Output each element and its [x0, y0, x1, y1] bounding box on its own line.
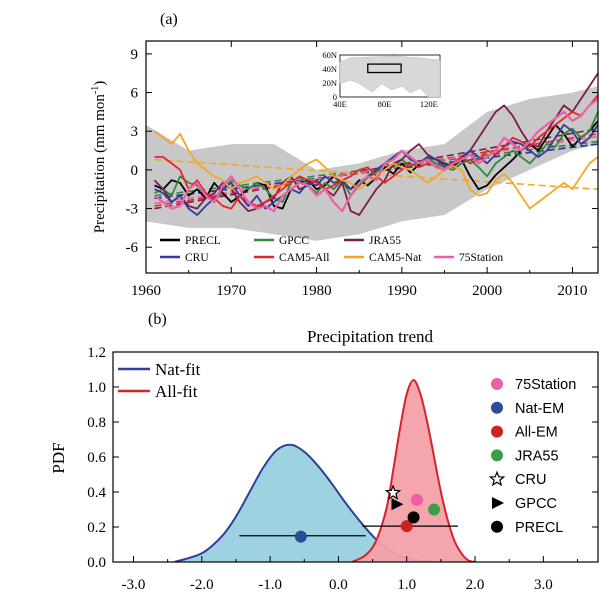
y-tick-label: 0.0 — [87, 555, 106, 571]
legend-label-gpcc: GPCC — [279, 235, 309, 247]
panel-a-axes-frame — [145, 40, 599, 274]
panel-b-label: (b) — [148, 311, 167, 328]
legend-label-75station: 75Station — [459, 252, 503, 264]
legend-marker-precl — [491, 520, 503, 533]
legend-marker-all-em — [491, 425, 503, 438]
legend-marker-gpcc — [492, 497, 504, 509]
x-tick-label: 2000 — [472, 283, 502, 299]
legend-marker-75station — [491, 378, 503, 390]
x-tick-label: -1.0 — [258, 577, 282, 593]
x-tick-label: 1.0 — [397, 577, 416, 593]
panel-a-legend: PRECL GPCC JRA55 CRU CAM5-All CAM5-Nat 75Stati… — [160, 235, 503, 264]
inset-lat-label: 60N — [322, 50, 337, 60]
y-tick-label: 3 — [131, 124, 139, 140]
panel-b-curve-legend: Nat-fit All-fit — [118, 360, 201, 401]
trend-line-cam5-nat — [154, 158, 598, 191]
legend-label-all-em: All-EM — [515, 425, 558, 441]
data-point-75station — [410, 493, 423, 506]
x-tick-label: 2.0 — [466, 577, 485, 593]
panel-b-y-axis-label: PDF — [49, 442, 68, 473]
panel-a-series-layer — [153, 72, 598, 216]
panel-a-label: (a) — [160, 11, 178, 28]
trend-line-jra55 — [154, 127, 598, 210]
y-tick-label: 0 — [131, 163, 139, 179]
model-spread-envelope — [146, 86, 598, 241]
y-tick-label: 0.8 — [87, 415, 106, 431]
y-tick-label: 1.0 — [87, 380, 106, 396]
data-point-precl — [407, 511, 420, 524]
panel-b-title: Precipitation trend — [307, 327, 434, 346]
ylabel-close: ) — [92, 81, 108, 86]
x-tick-label: 2010 — [557, 283, 587, 299]
x-tick-label: -3.0 — [122, 577, 146, 593]
x-tick-label: 0.0 — [329, 577, 348, 593]
legend-label-nat-fit: Nat-fit — [155, 360, 201, 379]
y-tick-label: 0.2 — [87, 520, 106, 536]
panel-b-curves-layer — [174, 378, 476, 562]
legend-label-nat-em: Nat-EM — [515, 401, 564, 417]
all-fit-area — [352, 380, 475, 562]
y-tick-label: -3 — [126, 202, 139, 218]
y-tick-label: -6 — [126, 240, 139, 256]
y-tick-label: 0.6 — [87, 450, 106, 466]
legend-label-cru: CRU — [515, 472, 546, 488]
legend-marker-nat-em — [491, 401, 503, 414]
y-tick-label: 0.4 — [87, 485, 106, 501]
legend-label-all-fit: All-fit — [155, 382, 198, 401]
x-tick-label: 1970 — [216, 283, 246, 299]
x-tick-label: 1990 — [387, 283, 417, 299]
data-point-gpcc — [391, 498, 404, 511]
series-line-cam5-nat — [153, 130, 598, 210]
y-tick-label: 9 — [131, 47, 139, 63]
panel-b-marker-legend: 75Station Nat-EM All-EM JRA55 CRU GPCC PRECL — [488, 377, 576, 536]
inset-lat-label: 0 — [333, 92, 337, 102]
legend-label-precl: PRECL — [515, 520, 563, 536]
inset-lon-label: 40E — [333, 99, 347, 109]
legend-label-jra55: JRA55 — [369, 235, 401, 247]
inset-lon-label: 80E — [378, 99, 392, 109]
legend-label-75station: 75Station — [515, 377, 576, 393]
panel-b-points-layer — [294, 484, 441, 543]
inset-study-region-box — [367, 63, 402, 74]
legend-label-jra55: JRA55 — [515, 448, 559, 464]
legend-label-cru: CRU — [185, 252, 209, 264]
inset-land-area — [339, 55, 441, 98]
all-fit-curve — [351, 378, 476, 562]
data-point-cru — [384, 484, 402, 500]
x-tick-label: 3.0 — [534, 577, 553, 593]
inset-lat-label: 20N — [322, 78, 337, 88]
inset-lon-label: 120E — [420, 99, 438, 109]
series-line-gpcc — [154, 111, 598, 204]
series-line-75station — [153, 98, 598, 213]
y-tick-label: 6 — [131, 86, 139, 102]
legend-label-cam5-all: CAM5-All — [279, 252, 329, 264]
panel-a-y-axis-label: Precipitation (mm mon-1) — [90, 81, 108, 234]
data-point-nat-em — [294, 530, 307, 543]
x-tick-label: 1960 — [131, 283, 161, 299]
x-tick-label: 1980 — [302, 283, 332, 299]
legend-label-cam5-nat: CAM5-Nat — [369, 252, 422, 264]
inset-lat-label: 40N — [322, 64, 337, 74]
legend-label-precl: PRECL — [185, 235, 221, 247]
x-tick-label: -2.0 — [190, 577, 214, 593]
ylabel-superscript: -1 — [90, 86, 101, 94]
panel-b-ticks: -3.0 -2.0 -1.0 0.0 1.0 2.0 3.0 0.0 0.2 0.4 0.6 0.8 1… — [87, 345, 598, 593]
data-point-all-em — [400, 520, 413, 533]
legend-marker-jra55 — [491, 449, 503, 462]
legend-marker-cru — [488, 470, 506, 487]
panel-a-ticks: 1960 1970 1980 1990 2000 2010 -6 -3 0 3 6 9 — [126, 41, 598, 299]
trend-line-cru — [154, 143, 598, 200]
legend-label-gpcc: GPCC — [515, 496, 557, 512]
ylabel-main: Precipitation (mm mon — [92, 94, 108, 234]
data-point-jra55 — [428, 503, 441, 516]
y-tick-label: 1.2 — [87, 345, 106, 361]
panel-a-envelope-layer — [146, 86, 598, 241]
